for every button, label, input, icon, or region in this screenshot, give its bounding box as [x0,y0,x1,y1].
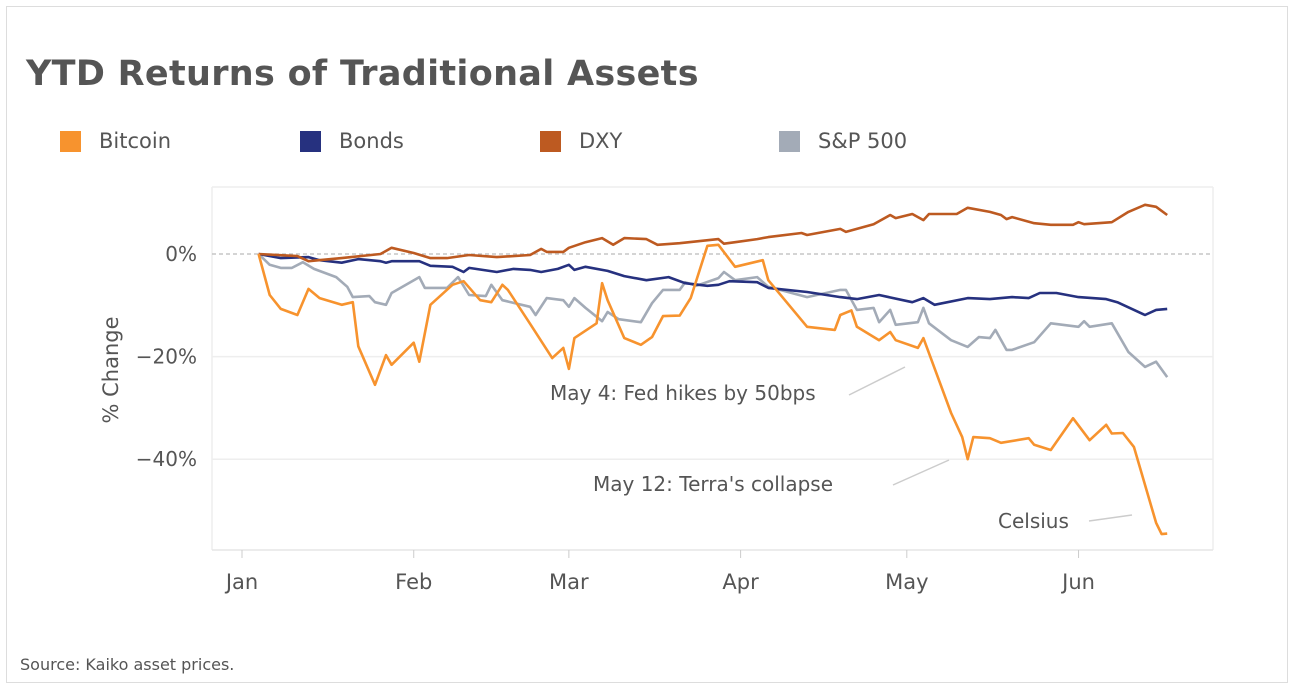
y-tick-label: −40% [136,447,197,471]
series-line-bonds [258,252,1168,317]
legend-label: S&P 500 [818,129,908,153]
annotation-label: Celsius [998,509,1069,533]
legend-swatch [540,130,561,152]
annotation-celsius: Celsius [998,509,1133,533]
legend-label: DXY [579,129,623,153]
legend-swatch [779,130,800,152]
x-tick-label: Mar [549,570,589,594]
legend-item-bonds[interactable]: Bonds [300,129,404,153]
x-tick-label: Jun [1060,570,1095,594]
legend-item-sp500[interactable]: S&P 500 [779,129,907,153]
legend-swatch [60,130,81,152]
annotation-leader-line [1088,514,1133,522]
y-axis-label: % Change [99,316,123,423]
y-tick-label: 0% [165,242,197,266]
x-tick-label: May [885,570,928,594]
series-lines [257,203,1169,536]
chart-card [6,6,1288,683]
annotation-fed: May 4: Fed hikes by 50bps [550,366,906,405]
x-axis-ticks: Jan Feb Mar Apr May Jun [224,550,1095,594]
annotation-label: May 4: Fed hikes by 50bps [550,381,816,405]
legend-label: Bonds [339,129,404,153]
annotation-leader-line [848,366,906,396]
legend-item-dxy[interactable]: DXY [540,129,622,153]
source-note: Source: Kaiko asset prices. [20,655,235,674]
x-tick-label: Feb [395,570,432,594]
y-axis-ticks: 0% −20% −40% [136,242,197,471]
x-tick-label: Jan [224,570,258,594]
series-line-s-p-500 [257,253,1169,378]
y-tick-label: −20% [136,345,197,369]
annotation-terra: May 12: Terra's collapse [593,459,950,496]
x-tick-label: Apr [722,570,759,594]
legend-label: Bitcoin [99,129,172,153]
legend-swatch [300,130,321,152]
legend-item-bitcoin[interactable]: Bitcoin [60,129,171,153]
series-line-dxy [258,203,1168,263]
annotation-label: May 12: Terra's collapse [593,472,833,496]
chart-title: YTD Returns of Traditional Assets [26,54,699,94]
annotation-leader-line [892,459,950,486]
series-line-bitcoin [257,243,1168,536]
gridlines [211,186,1214,551]
